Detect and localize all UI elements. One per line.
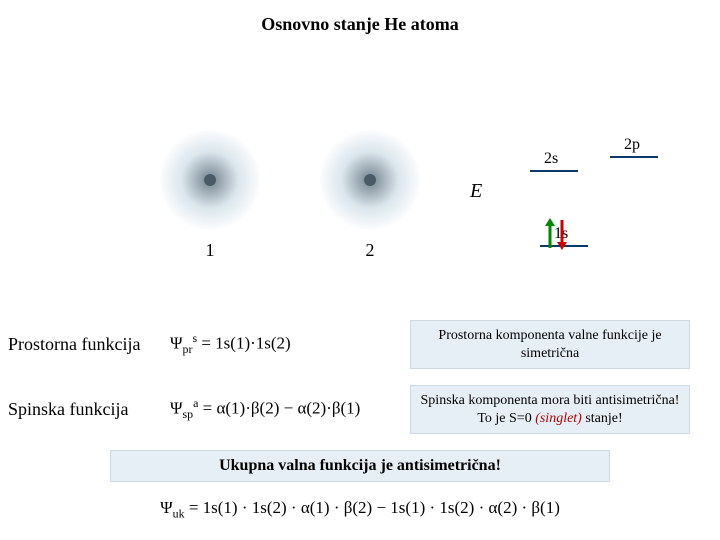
- orbital-2: [320, 130, 420, 230]
- spin-function-row: Spinska funkcijaΨspa = α(1)·β(2) − α(2)·…: [0, 385, 720, 434]
- row-label: Prostorna funkcija: [0, 334, 170, 355]
- orbital-1: [160, 130, 260, 230]
- energy-diagram: E 2s2p1s: [470, 150, 700, 300]
- spin-arrows-icon: [542, 218, 582, 258]
- level-2p-line: [610, 156, 658, 158]
- orbitals-area: 12: [150, 130, 450, 250]
- level-2p-label: 2p: [624, 136, 640, 154]
- level-2s-line: [530, 170, 578, 172]
- summary-banner: Ukupna valna funkcija je antisimetrična!: [110, 450, 610, 482]
- page-title: Osnovno stanje He atoma: [0, 14, 720, 35]
- row-note: Prostorna komponenta valne funkcije je s…: [410, 320, 690, 369]
- orbital-label-2: 2: [320, 240, 420, 261]
- level-2s-label: 2s: [544, 150, 558, 168]
- row-note: Spinska komponenta mora biti antisimetri…: [410, 385, 690, 434]
- spatial-function-row: Prostorna funkcijaΨprs = 1s(1)·1s(2)Pros…: [0, 320, 720, 369]
- row-formula: Ψprs = 1s(1)·1s(2): [170, 331, 410, 357]
- row-formula: Ψspa = α(1)·β(2) − α(2)·β(1): [170, 396, 410, 422]
- orbital-label-1: 1: [160, 240, 260, 261]
- final-equation: Ψuk = 1s(1) · 1s(2) · α(1) · β(2) − 1s(1…: [0, 498, 720, 521]
- row-label: Spinska funkcija: [0, 399, 170, 420]
- energy-axis-label: E: [470, 180, 482, 203]
